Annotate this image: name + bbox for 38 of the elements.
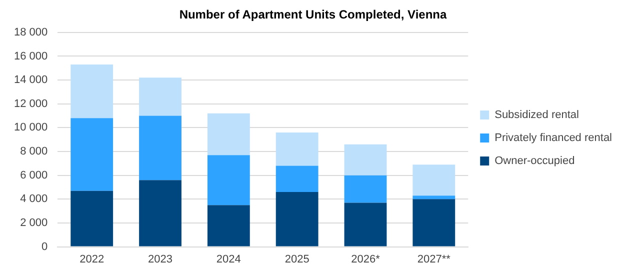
bar [139,180,182,246]
y-tick-label: 2 000 [20,217,48,230]
bar [412,196,456,200]
y-tick-label: 16 000 [14,50,48,62]
x-tick-label: 2023 [148,253,172,266]
bar [207,155,250,206]
bar [276,132,318,166]
y-tick-label: 10 000 [14,122,48,134]
y-tick-label: 4 000 [20,193,48,206]
y-tick-label: 8 000 [20,146,48,158]
x-tick-label: 2022 [80,253,104,266]
x-tick-label: 2024 [216,253,241,266]
bar [207,113,250,156]
y-tick-label: 0 [42,240,48,253]
bar [412,164,456,196]
legend-label: Owner-occupied [494,155,575,168]
bar [344,144,387,176]
bar [344,175,387,203]
x-tick-label: 2027** [417,253,452,266]
chart-title: Number of Apartment Units Completed, Vienna [179,8,447,22]
bar [344,202,387,246]
y-tick-label: 12 000 [14,98,48,110]
bar [70,190,114,246]
bar [139,78,182,116]
x-tick-label: 2025 [284,253,310,266]
y-tick-label: 6 000 [20,169,48,182]
bar [412,199,456,246]
bar [276,192,318,246]
y-tick-label: 14 000 [14,74,48,86]
legend-label: Privately financed rental [494,132,612,144]
bar [70,118,114,191]
bar [207,205,250,246]
x-tick-label: 2026* [351,253,381,266]
legend-label: Subsidized rental [494,109,579,122]
y-tick-label: 18 000 [14,26,48,38]
bar [139,116,182,180]
bar [70,64,114,118]
bar [276,166,318,192]
